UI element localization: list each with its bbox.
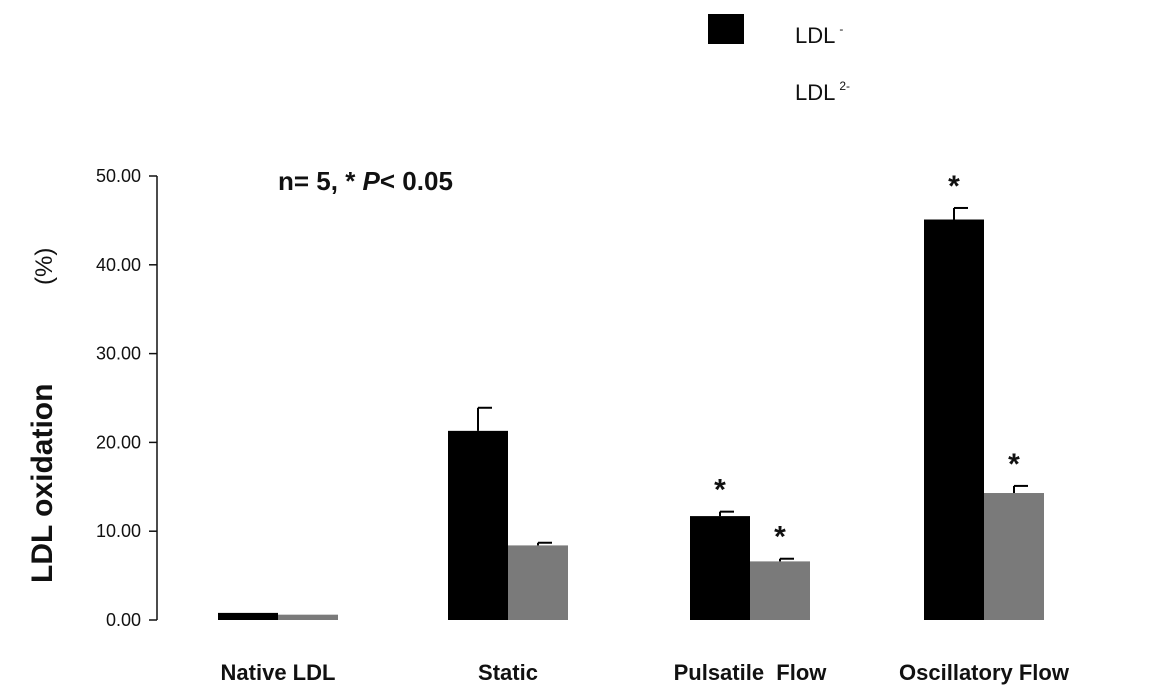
category-label: Pulsatile Flow	[674, 660, 828, 685]
legend-label-ldl-2minus: LDL 2-	[795, 79, 850, 105]
category-labels: Native LDL Static Pulsatile Flow Oscillator…	[221, 660, 1070, 685]
bars: * * * *	[218, 170, 1044, 620]
significance-star: *	[774, 521, 786, 554]
bar-series1-2	[750, 561, 810, 620]
significance-star: *	[948, 170, 960, 203]
bar-series0-1	[448, 430, 508, 620]
y-tick-label: 50.00	[96, 166, 141, 186]
y-tick-label: 20.00	[96, 432, 141, 452]
bar-series0-3	[924, 219, 984, 620]
category-label: Oscillatory Flow	[899, 660, 1070, 685]
bar-series0-0	[218, 612, 278, 620]
y-tick-label: 30.00	[96, 344, 141, 364]
significance-annotation: n= 5, * P< 0.05	[278, 166, 453, 196]
y-axis-title: LDL oxidation	[26, 384, 59, 583]
y-tick-label: 40.00	[96, 255, 141, 275]
bar-series1-0	[278, 614, 338, 620]
bar-series1-1	[508, 545, 568, 620]
y-tick-label: 0.00	[106, 610, 141, 630]
category-label: Native LDL	[221, 660, 336, 685]
y-axis-unit: (%)	[31, 248, 58, 285]
bar-series1-3	[984, 493, 1044, 620]
y-tick-label: 10.00	[96, 521, 141, 541]
category-label: Static	[478, 660, 538, 685]
y-axis-ticks: 0.00 10.00 20.00 30.00 40.00 50.00	[96, 166, 157, 630]
legend: LDL - LDL 2-	[708, 14, 850, 105]
significance-star: *	[714, 474, 726, 507]
legend-label-ldl-minus: LDL -	[795, 22, 843, 48]
legend-swatch-ldl-minus	[708, 14, 744, 44]
bar-series0-2	[690, 516, 750, 620]
significance-star: *	[1008, 448, 1020, 481]
